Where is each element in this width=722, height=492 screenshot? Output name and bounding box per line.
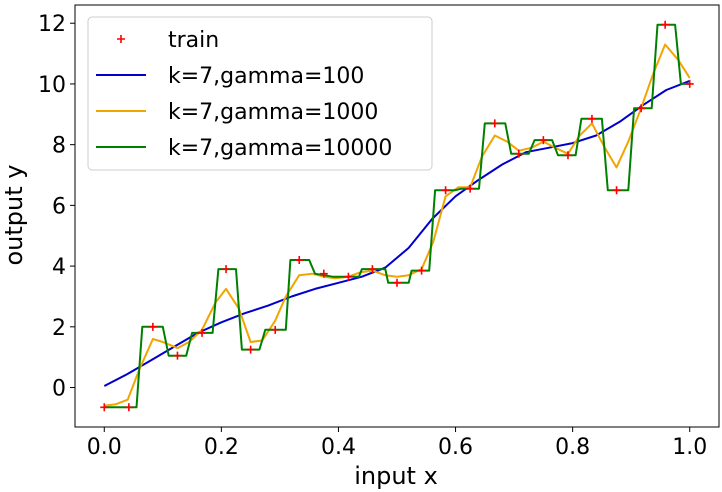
train-point bbox=[417, 266, 426, 275]
legend-label: k=7,gamma=1000 bbox=[168, 100, 378, 125]
legend-box bbox=[87, 16, 433, 171]
train-point bbox=[246, 345, 255, 354]
y-tick-label: 10 bbox=[38, 73, 66, 98]
x-axis-label: input x bbox=[354, 462, 438, 490]
x-tick-label: 0.6 bbox=[438, 435, 473, 460]
train-point bbox=[100, 403, 109, 412]
x-tick-label: 0.2 bbox=[204, 435, 239, 460]
train-point bbox=[344, 272, 353, 281]
legend-label: train bbox=[168, 28, 219, 53]
train-point bbox=[441, 186, 450, 195]
y-tick-label: 12 bbox=[38, 12, 66, 37]
y-tick-label: 4 bbox=[52, 255, 66, 280]
axes: 0.0 0.2 0.4 0.6 0.8 1.0 0 2 4 6 8 10 12 bbox=[38, 4, 720, 460]
train-point bbox=[587, 114, 596, 123]
x-tick-label: 0.0 bbox=[87, 435, 122, 460]
train-point bbox=[466, 184, 475, 193]
train-point bbox=[198, 328, 207, 337]
train-point bbox=[685, 79, 694, 88]
y-tick-label: 2 bbox=[52, 316, 66, 341]
train-point bbox=[222, 265, 231, 274]
train-point bbox=[661, 20, 670, 29]
train-point bbox=[173, 351, 182, 360]
train-point bbox=[271, 325, 280, 334]
x-tick-label: 1.0 bbox=[672, 435, 707, 460]
train-point bbox=[612, 186, 621, 195]
plot-frame bbox=[74, 4, 720, 428]
legend-train-marker bbox=[117, 35, 125, 43]
y-tick-label: 8 bbox=[52, 134, 66, 159]
legend-label: k=7,gamma=100 bbox=[168, 64, 364, 89]
train-point bbox=[637, 104, 646, 113]
train-point bbox=[539, 136, 548, 145]
legend: train k=7,gamma=100 k=7,gamma=1000 k=7,gamm… bbox=[87, 16, 433, 171]
x-tick-label: 0.8 bbox=[555, 435, 590, 460]
train-point bbox=[393, 278, 401, 287]
train-point bbox=[295, 256, 304, 265]
x-tick-label: 0.4 bbox=[321, 435, 356, 460]
y-tick-label: 6 bbox=[52, 194, 66, 219]
legend-label: k=7,gamma=10000 bbox=[168, 136, 392, 161]
train-point bbox=[490, 119, 499, 128]
train-point bbox=[319, 269, 328, 278]
series-line-3 bbox=[104, 23, 690, 409]
y-tick-label: 0 bbox=[52, 377, 66, 402]
y-axis-label: output y bbox=[0, 165, 28, 266]
plot-area bbox=[100, 20, 694, 412]
train-point bbox=[514, 149, 523, 158]
train-point bbox=[148, 322, 157, 331]
train-point bbox=[563, 151, 572, 160]
train-point bbox=[124, 403, 133, 412]
train-point bbox=[368, 265, 377, 274]
